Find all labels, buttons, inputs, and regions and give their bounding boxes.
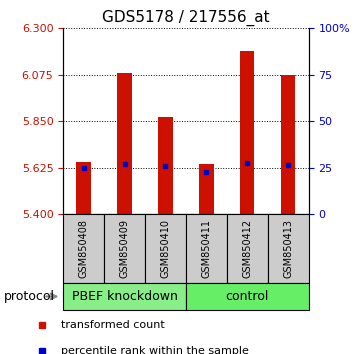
Text: GSM850409: GSM850409 [119, 219, 130, 278]
Bar [104, 214, 145, 283]
Text: percentile rank within the sample: percentile rank within the sample [61, 346, 249, 354]
Bar [63, 214, 104, 283]
Bar [77, 161, 91, 214]
Bar [158, 117, 173, 214]
Text: GSM850413: GSM850413 [283, 219, 293, 278]
Bar [227, 214, 268, 283]
Text: PBEF knockdown: PBEF knockdown [71, 290, 178, 303]
Bar [240, 51, 255, 214]
Text: transformed count: transformed count [61, 320, 165, 330]
Bar [145, 214, 186, 283]
Text: GSM850408: GSM850408 [79, 219, 89, 278]
Text: protocol: protocol [4, 290, 55, 303]
Bar [281, 75, 295, 214]
Bar [268, 214, 309, 283]
Bar [186, 283, 309, 310]
Bar [117, 73, 132, 214]
Bar [199, 164, 214, 214]
Bar [186, 214, 227, 283]
Text: GSM850410: GSM850410 [160, 219, 170, 278]
Text: GSM850411: GSM850411 [201, 219, 212, 278]
Text: GSM850412: GSM850412 [242, 219, 252, 278]
Bar [63, 283, 186, 310]
Text: control: control [226, 290, 269, 303]
Title: GDS5178 / 217556_at: GDS5178 / 217556_at [102, 9, 270, 25]
